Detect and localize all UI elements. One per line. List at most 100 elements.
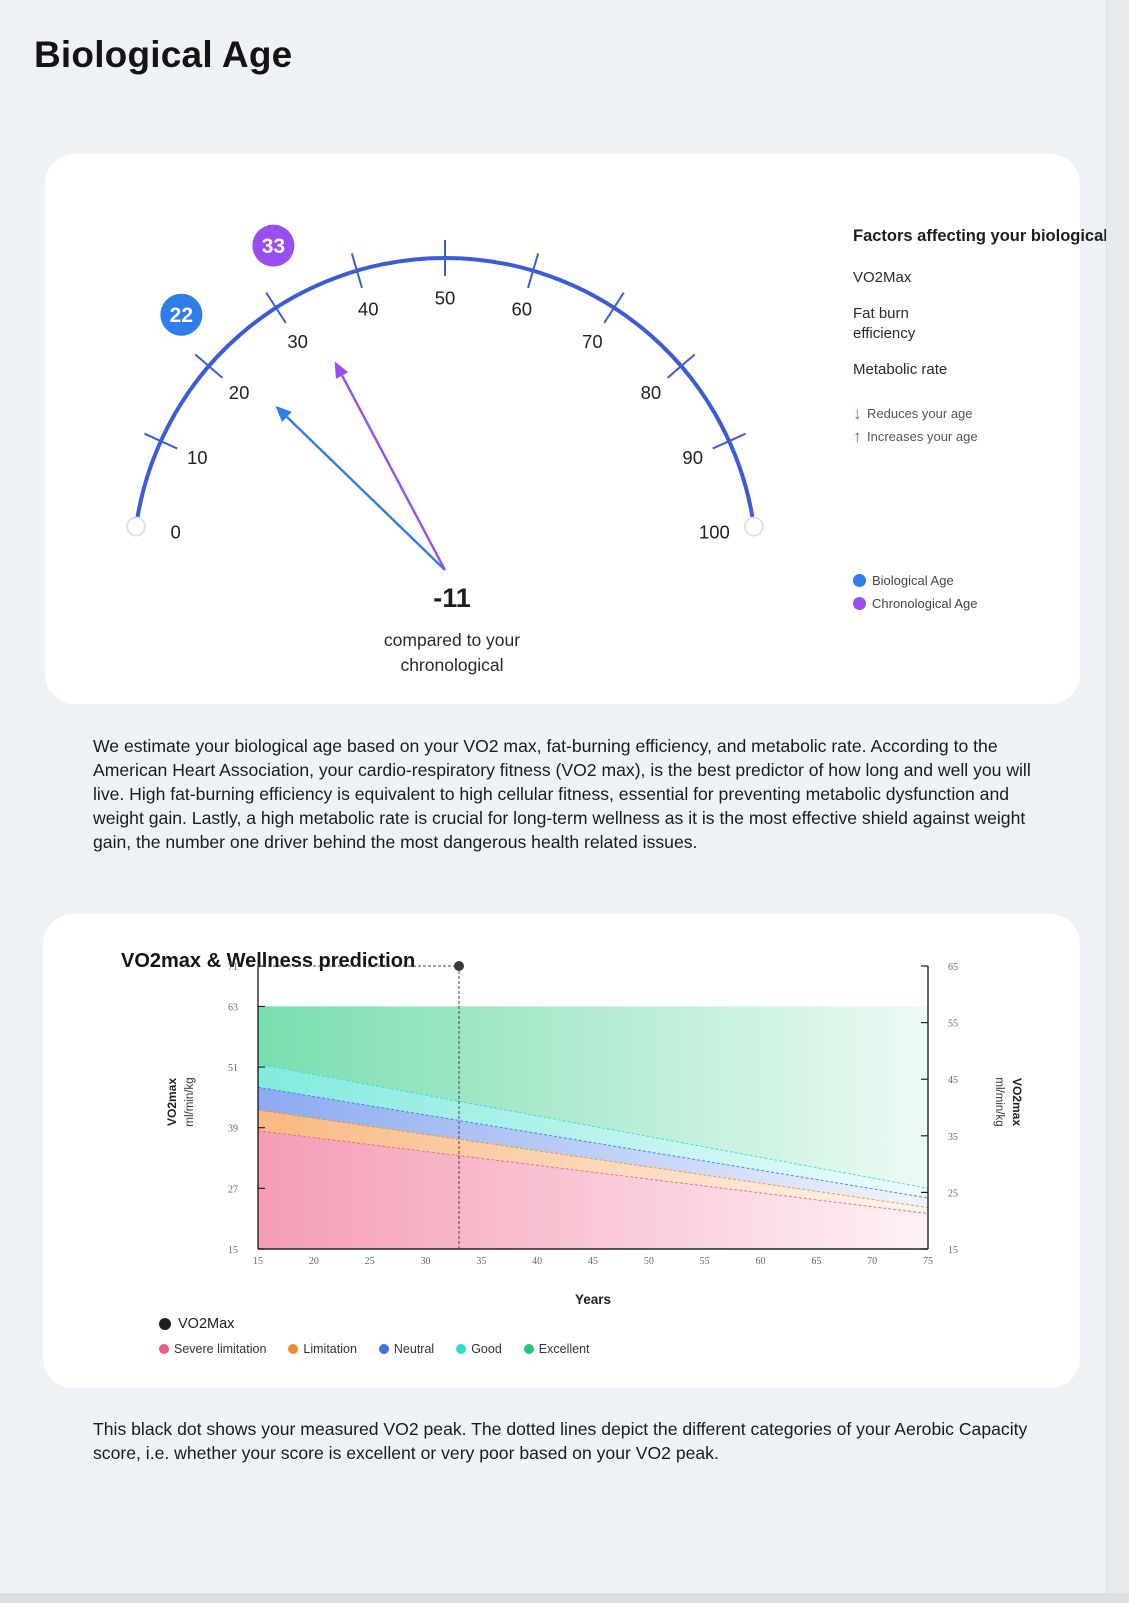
biological-age-needle-head — [275, 405, 292, 422]
increases-age-legend: ↑ Increases your age — [853, 426, 1113, 446]
legend-dot-limitation — [288, 1344, 299, 1354]
legend-item-severe-limitation: Severe limitation — [159, 1342, 266, 1356]
gauge-tick-60 — [527, 253, 540, 289]
gauge-tick-label-50: 50 — [435, 288, 456, 309]
legend-label-good: Good — [471, 1342, 502, 1356]
gauge-tick-label-40: 40 — [358, 299, 379, 320]
x-tick-label-25: 25 — [365, 1256, 375, 1267]
gauge-tick-label-80: 80 — [641, 382, 662, 403]
gauge-tick-90 — [712, 432, 746, 450]
right-tick-label-45: 45 — [948, 1075, 958, 1086]
reduces-age-label: Reduces your age — [867, 406, 973, 421]
category-boundary-lines — [257, 1063, 929, 1215]
vo2max-point — [454, 961, 464, 971]
age-legend-chronological: Chronological Age — [853, 596, 978, 611]
legend-item-neutral: Neutral — [378, 1342, 434, 1356]
x-tick-label-30: 30 — [421, 1256, 431, 1267]
gauge-tick-label-70: 70 — [582, 331, 603, 352]
chronological-age-value: 33 — [262, 235, 285, 258]
biological-age-explanation: We estimate your biological age based on… — [93, 736, 1031, 852]
legend-dot-excellent — [523, 1344, 534, 1354]
legend-label-limitation: Limitation — [303, 1342, 357, 1356]
gauge-tick-80 — [666, 353, 696, 379]
gauge-ticks — [144, 240, 746, 450]
x-tick-label-55: 55 — [700, 1256, 710, 1267]
gauge-tick-label-30: 30 — [287, 331, 308, 352]
legend-label-excellent: Excellent — [538, 1342, 590, 1356]
gauge-end-cap-left — [126, 516, 147, 537]
y-axis-unit-left: ml/min/kg — [184, 1077, 196, 1126]
gauge-labels: 0 10 20 30 40 50 60 70 80 90 100 — [170, 288, 729, 543]
left-tick-label-27: 27 — [228, 1184, 238, 1195]
band-excellent — [258, 1006, 928, 1189]
right-tick-label-65: 65 — [948, 962, 958, 973]
legend-item-limitation: Limitation — [288, 1342, 357, 1356]
page-edge-bottom — [0, 1593, 1129, 1603]
right-tick-label-35: 35 — [948, 1132, 958, 1143]
age-gauge: 0 10 20 30 40 50 60 70 80 90 100 22 33 -11 compare… — [126, 224, 764, 675]
boundary-neutral — [257, 1086, 929, 1199]
x-tick-label-50: 50 — [644, 1256, 654, 1267]
legend-dot-severe-limitation — [159, 1344, 169, 1354]
band-good — [258, 1064, 928, 1198]
arrow-down-icon: ↓ — [853, 403, 862, 423]
right-tick-label-25: 25 — [948, 1188, 958, 1199]
increases-age-label: Increases your age — [867, 429, 978, 444]
chronological-age-dot — [853, 597, 866, 610]
x-tick-label-60: 60 — [756, 1256, 766, 1267]
factor-vo2max: VO2Max — [853, 269, 912, 286]
right-tick-label-55: 55 — [948, 1019, 958, 1030]
gauge-tick-10 — [144, 432, 178, 450]
vo2max-wellness-chart: 15 27 39 51 63 71 15 25 35 45 55 65 15 20 25 30 35 40 45… — [165, 961, 1024, 1307]
reduces-age-legend: ↓ Reduces your age — [853, 403, 1113, 423]
category-bands — [258, 1006, 928, 1249]
right-tick-label-15: 15 — [948, 1245, 958, 1256]
biological-age-bubble — [160, 293, 203, 336]
factor-fat-burn-efficiency: Fat burn efficiency — [853, 305, 916, 342]
x-tick-label-45: 45 — [588, 1256, 598, 1267]
factors-panel: Factors affecting your biological age VO… — [853, 227, 1129, 452]
gauge-tick-label-10: 10 — [187, 447, 208, 468]
chronological-age-bubble — [252, 224, 295, 267]
gauge-tick-label-90: 90 — [682, 447, 703, 468]
x-axis-title: Years — [575, 1292, 611, 1307]
y-axis-title-right: VO2max — [1010, 1078, 1024, 1126]
boundary-good — [257, 1063, 929, 1189]
left-tick-label-51: 51 — [228, 1063, 238, 1074]
boundary-severe-limitation — [257, 1130, 929, 1215]
page-edge-right — [1106, 0, 1129, 1603]
legend-dot-neutral — [378, 1344, 389, 1354]
age-legend-biological: Biological Age — [853, 573, 978, 588]
age-legend: Biological Age Chronological Age — [853, 573, 978, 619]
gauge-tick-label-0: 0 — [170, 522, 180, 543]
page-title: Biological Age — [34, 34, 293, 75]
x-tick-label-40: 40 — [532, 1256, 542, 1267]
right-axis-ticks: 15 25 35 45 55 65 — [921, 962, 958, 1256]
left-tick-label-63: 63 — [228, 1002, 238, 1013]
x-tick-label-35: 35 — [476, 1256, 486, 1267]
x-tick-label-65: 65 — [811, 1256, 821, 1267]
chart-title: VO2max & Wellness prediction — [121, 950, 416, 972]
gauge-tick-label-60: 60 — [512, 299, 533, 320]
chart-legend: VO2Max Severe limitation Limitation Neut… — [159, 1316, 612, 1356]
factors-title: Factors affecting your biological age — [853, 227, 1129, 245]
biological-age-needle — [286, 416, 446, 571]
y-axis-unit-right: ml/min/kg — [993, 1077, 1005, 1126]
arrow-up-icon: ↑ — [853, 426, 862, 446]
x-tick-label-75: 75 — [923, 1256, 933, 1267]
biological-age-card: 0 10 20 30 40 50 60 70 80 90 100 22 33 -11 compare… — [45, 154, 1080, 704]
legend-label-vo2max: VO2Max — [178, 1316, 235, 1332]
x-tick-label-15: 15 — [253, 1256, 263, 1267]
biological-age-legend-label: Biological Age — [872, 573, 954, 588]
legend-label-severe-limitation: Severe limitation — [174, 1342, 267, 1356]
wellness-prediction-card: VO2max & Wellness prediction 15 27 39 51 63 7… — [43, 914, 1080, 1388]
boundary-limitation — [257, 1109, 929, 1209]
y-axis-title-left: VO2max — [165, 1078, 179, 1126]
x-axis-ticks: 15 20 25 30 35 40 45 50 55 60 65 70 75 — [253, 1256, 933, 1267]
left-tick-label-71: 71 — [228, 962, 238, 973]
vo2-peak-explanation: This black dot shows your measured VO2 p… — [93, 1419, 1028, 1463]
chronological-age-legend-label: Chronological Age — [872, 596, 978, 611]
factor-metabolic-rate: Metabolic rate — [853, 361, 948, 378]
x-tick-label-20: 20 — [309, 1256, 319, 1267]
x-tick-label-70: 70 — [867, 1256, 877, 1267]
